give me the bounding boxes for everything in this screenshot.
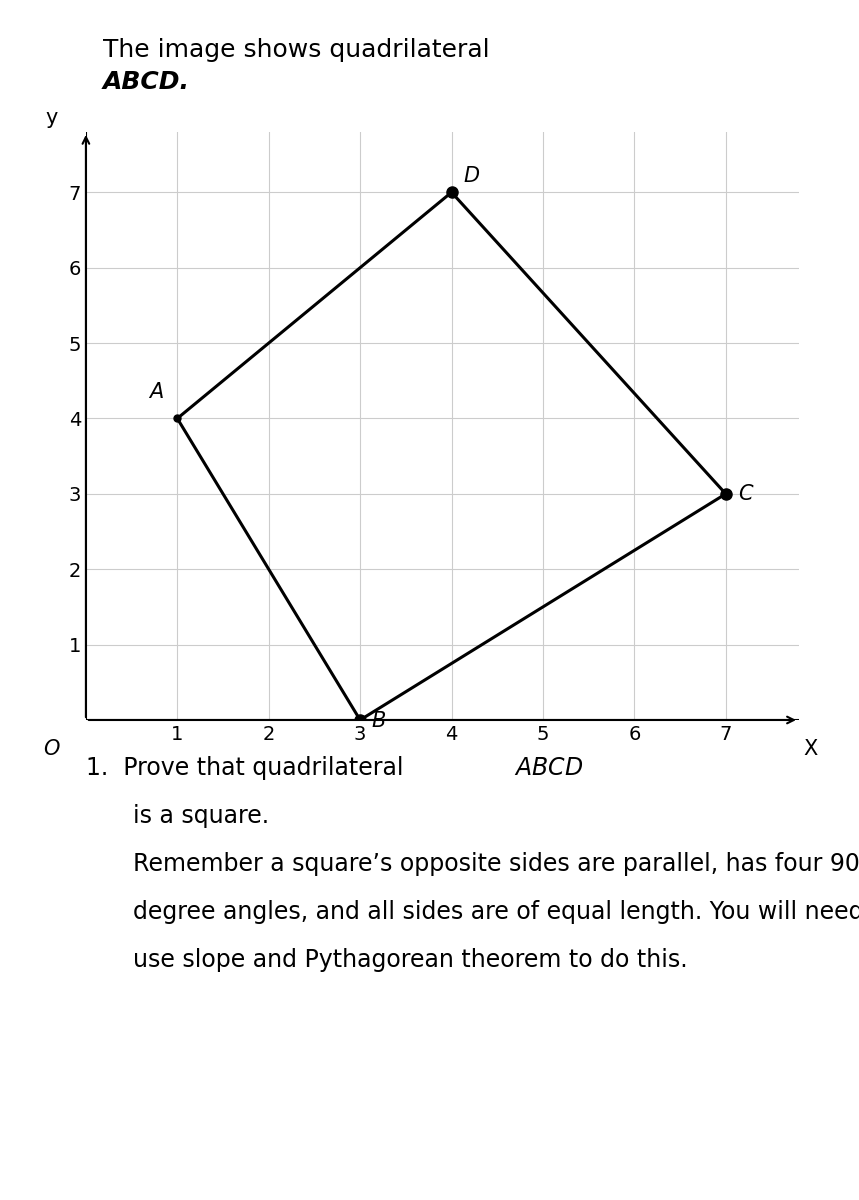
Text: y: y (45, 108, 58, 128)
Text: ABCD.: ABCD. (103, 70, 190, 94)
Text: degree angles, and all sides are of equal length. You will need to: degree angles, and all sides are of equa… (133, 900, 859, 924)
Text: is a square.: is a square. (133, 804, 269, 828)
Text: $\mathit{ABCD}$: $\mathit{ABCD}$ (514, 756, 583, 780)
Text: B: B (371, 710, 386, 731)
Text: C: C (738, 484, 752, 504)
Text: X: X (803, 739, 818, 758)
Text: The image shows quadrilateral: The image shows quadrilateral (103, 38, 490, 62)
Text: A: A (149, 382, 163, 402)
Text: Remember a square’s opposite sides are parallel, has four 90: Remember a square’s opposite sides are p… (133, 852, 859, 876)
Text: D: D (463, 167, 479, 186)
Text: 1.  Prove that quadrilateral: 1. Prove that quadrilateral (86, 756, 411, 780)
Text: use slope and Pythagorean theorem to do this.: use slope and Pythagorean theorem to do … (133, 948, 688, 972)
Text: O: O (43, 739, 59, 758)
